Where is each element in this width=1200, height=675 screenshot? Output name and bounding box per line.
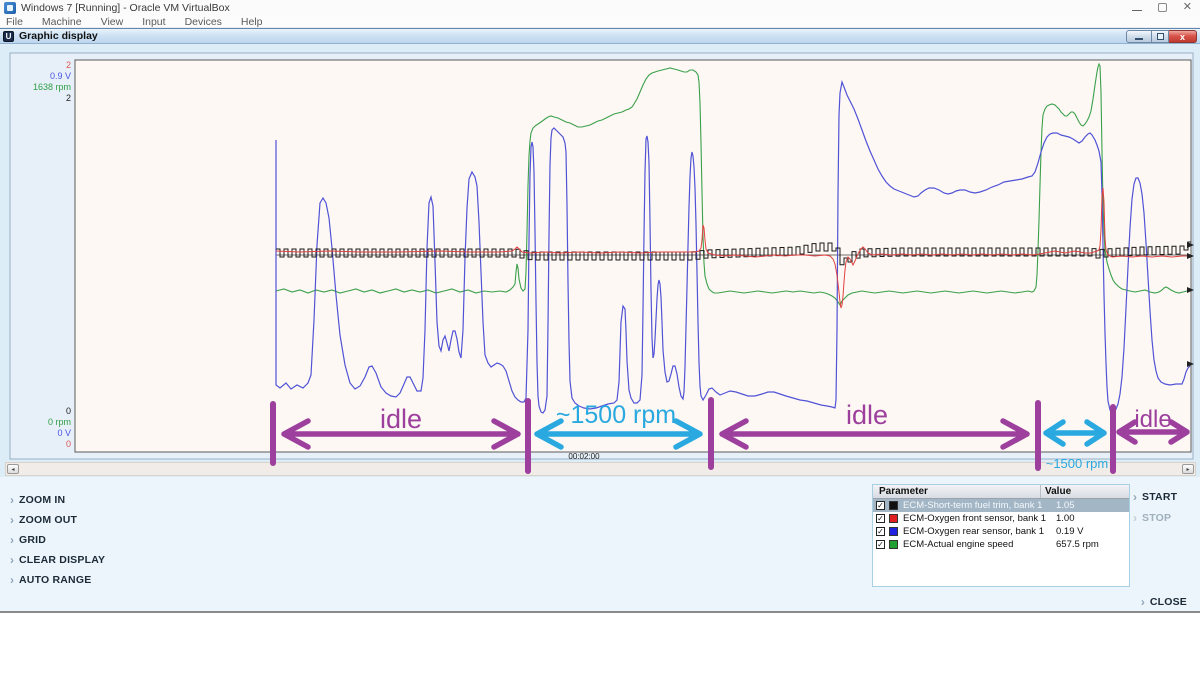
- annotation-double-arrow: [534, 418, 703, 450]
- row-checkbox[interactable]: ✓: [876, 527, 885, 536]
- trace-fuel-trim: [276, 241, 1191, 266]
- horizontal-scrollbar[interactable]: ◂ ▸: [5, 462, 1196, 476]
- parameter-value: 1.00: [1056, 513, 1075, 524]
- app-icon: U: [3, 30, 14, 42]
- y-axis-label: 2: [66, 60, 71, 70]
- zoom-in-button[interactable]: › ZOOM IN: [10, 493, 66, 507]
- plot-frame: [74, 59, 1192, 453]
- app-close-button[interactable]: x: [1169, 30, 1197, 43]
- trace-color-swatch: [889, 514, 898, 523]
- chart-inset: [9, 52, 1194, 460]
- table-header: Parameter Value: [873, 485, 1129, 499]
- clear-display-button[interactable]: › CLEAR DISPLAY: [10, 553, 106, 567]
- y-axis-label: 0 rpm: [48, 417, 71, 427]
- trace-engine-speed: [275, 62, 1192, 307]
- parameter-value: 0.19 V: [1056, 526, 1084, 537]
- column-value[interactable]: Value: [1045, 486, 1072, 497]
- y-axis-label: 0 V: [57, 428, 71, 438]
- row-checkbox[interactable]: ✓: [876, 514, 885, 523]
- chart-area: ◂ ▸ 2 0.9 V 1638 rpm 2 0 0 rpm 0 V 0 00:02:00 idl…: [0, 46, 1200, 477]
- annotation-double-arrow: [281, 418, 521, 450]
- column-parameter[interactable]: Parameter: [873, 485, 1041, 498]
- chevron-right-icon: ›: [10, 513, 14, 527]
- chevron-right-icon: ›: [1133, 511, 1137, 525]
- y-axis-label: 0: [66, 439, 71, 449]
- parameter-label: ECM-Oxygen front sensor, bank 1: [903, 513, 1047, 524]
- current-value-marker: [1187, 287, 1194, 293]
- app-minimize-button[interactable]: [1126, 30, 1152, 43]
- app-restore-button[interactable]: [1152, 30, 1169, 43]
- parameter-label: ECM-Short-term fuel trim, bank 1: [903, 500, 1043, 511]
- annotation-label: idle: [1134, 406, 1171, 433]
- parameter-label: ECM-Actual engine speed: [903, 539, 1014, 550]
- menu-view[interactable]: View: [100, 15, 124, 28]
- trace-color-swatch: [889, 540, 898, 549]
- close-button[interactable]: › CLOSE: [1140, 595, 1187, 609]
- app-title: Graphic display: [19, 30, 98, 42]
- parameter-value: 1.05: [1056, 500, 1075, 511]
- host-titlebar: Windows 7 [Running] - Oracle VM VirtualB…: [0, 0, 1200, 16]
- parameter-table: Parameter Value ✓ ECM-Short-term fuel tr…: [872, 484, 1130, 587]
- table-row[interactable]: ✓ ECM-Actual engine speed 657.5 rpm: [873, 538, 1129, 551]
- menu-machine[interactable]: Machine: [41, 15, 82, 28]
- annotation-double-arrow: [1116, 419, 1190, 445]
- y-axis-label: 0: [66, 406, 71, 416]
- y-axis-label: 2: [66, 93, 71, 103]
- table-row[interactable]: ✓ ECM-Short-term fuel trim, bank 1 1.05: [873, 499, 1129, 512]
- chevron-right-icon: ›: [10, 573, 14, 587]
- current-value-marker: [1187, 361, 1194, 367]
- current-value-marker: [1187, 253, 1194, 259]
- annotation-label: ~1500 rpm: [556, 401, 676, 429]
- y-axis-label: 1638 rpm: [33, 82, 71, 92]
- table-row[interactable]: ✓ ECM-Oxygen front sensor, bank 1 1.00: [873, 512, 1129, 525]
- chevron-right-icon: ›: [10, 553, 14, 567]
- parameter-label: ECM-Oxygen rear sensor, bank 1: [903, 526, 1044, 537]
- start-button[interactable]: › START: [1133, 490, 1178, 504]
- host-maximize-button[interactable]: [1157, 2, 1167, 12]
- chevron-right-icon: ›: [10, 533, 14, 547]
- host-menubar: File Machine View Input Devices Help: [0, 16, 1200, 28]
- annotation-double-arrow: [1043, 419, 1107, 447]
- grid-button[interactable]: › GRID: [10, 533, 47, 547]
- scroll-left-button[interactable]: ◂: [7, 464, 19, 474]
- host-minimize-button[interactable]: [1131, 3, 1142, 11]
- row-checkbox[interactable]: ✓: [876, 540, 885, 549]
- annotation-double-arrow: [719, 418, 1030, 450]
- scroll-right-button[interactable]: ▸: [1182, 464, 1194, 474]
- trace-oxygen-front: [275, 187, 1191, 309]
- chevron-right-icon: ›: [1133, 490, 1137, 504]
- zoom-out-button[interactable]: › ZOOM OUT: [10, 513, 78, 527]
- current-value-marker: [1187, 242, 1194, 248]
- parameter-value: 657.5 rpm: [1056, 539, 1099, 550]
- trace-color-swatch: [889, 501, 898, 510]
- trace-color-swatch: [889, 527, 898, 536]
- menu-help[interactable]: Help: [240, 15, 263, 28]
- annotation-label: idle: [846, 400, 888, 430]
- stop-button: › STOP: [1133, 511, 1172, 525]
- menu-devices[interactable]: Devices: [184, 15, 222, 28]
- time-axis-label: 00:02:00: [568, 452, 600, 461]
- row-checkbox[interactable]: ✓: [876, 501, 885, 510]
- virtualbox-logo-icon: [4, 2, 16, 14]
- host-close-button[interactable]: ✕: [1182, 1, 1192, 13]
- control-panel: › ZOOM IN › ZOOM OUT › GRID › CLEAR DISPLAY …: [0, 477, 1200, 611]
- table-row[interactable]: ✓ ECM-Oxygen rear sensor, bank 1 0.19 V: [873, 525, 1129, 538]
- chevron-right-icon: ›: [1140, 595, 1145, 609]
- annotation-label: idle: [380, 404, 422, 434]
- menu-file[interactable]: File: [6, 15, 23, 28]
- menu-input[interactable]: Input: [142, 15, 166, 28]
- app-titlebar[interactable]: U Graphic display x: [0, 28, 1200, 44]
- host-window-title: Windows 7 [Running] - Oracle VM VirtualB…: [21, 2, 230, 14]
- chevron-right-icon: ›: [10, 493, 14, 507]
- y-axis-label: 0.9 V: [50, 71, 71, 81]
- auto-range-button[interactable]: › AUTO RANGE: [10, 573, 92, 587]
- trace-oxygen-rear: [275, 79, 1191, 414]
- graphic-display-window: U Graphic display x ◂ ▸ 2 0.9 V 1638 rpm 2 0…: [0, 28, 1200, 613]
